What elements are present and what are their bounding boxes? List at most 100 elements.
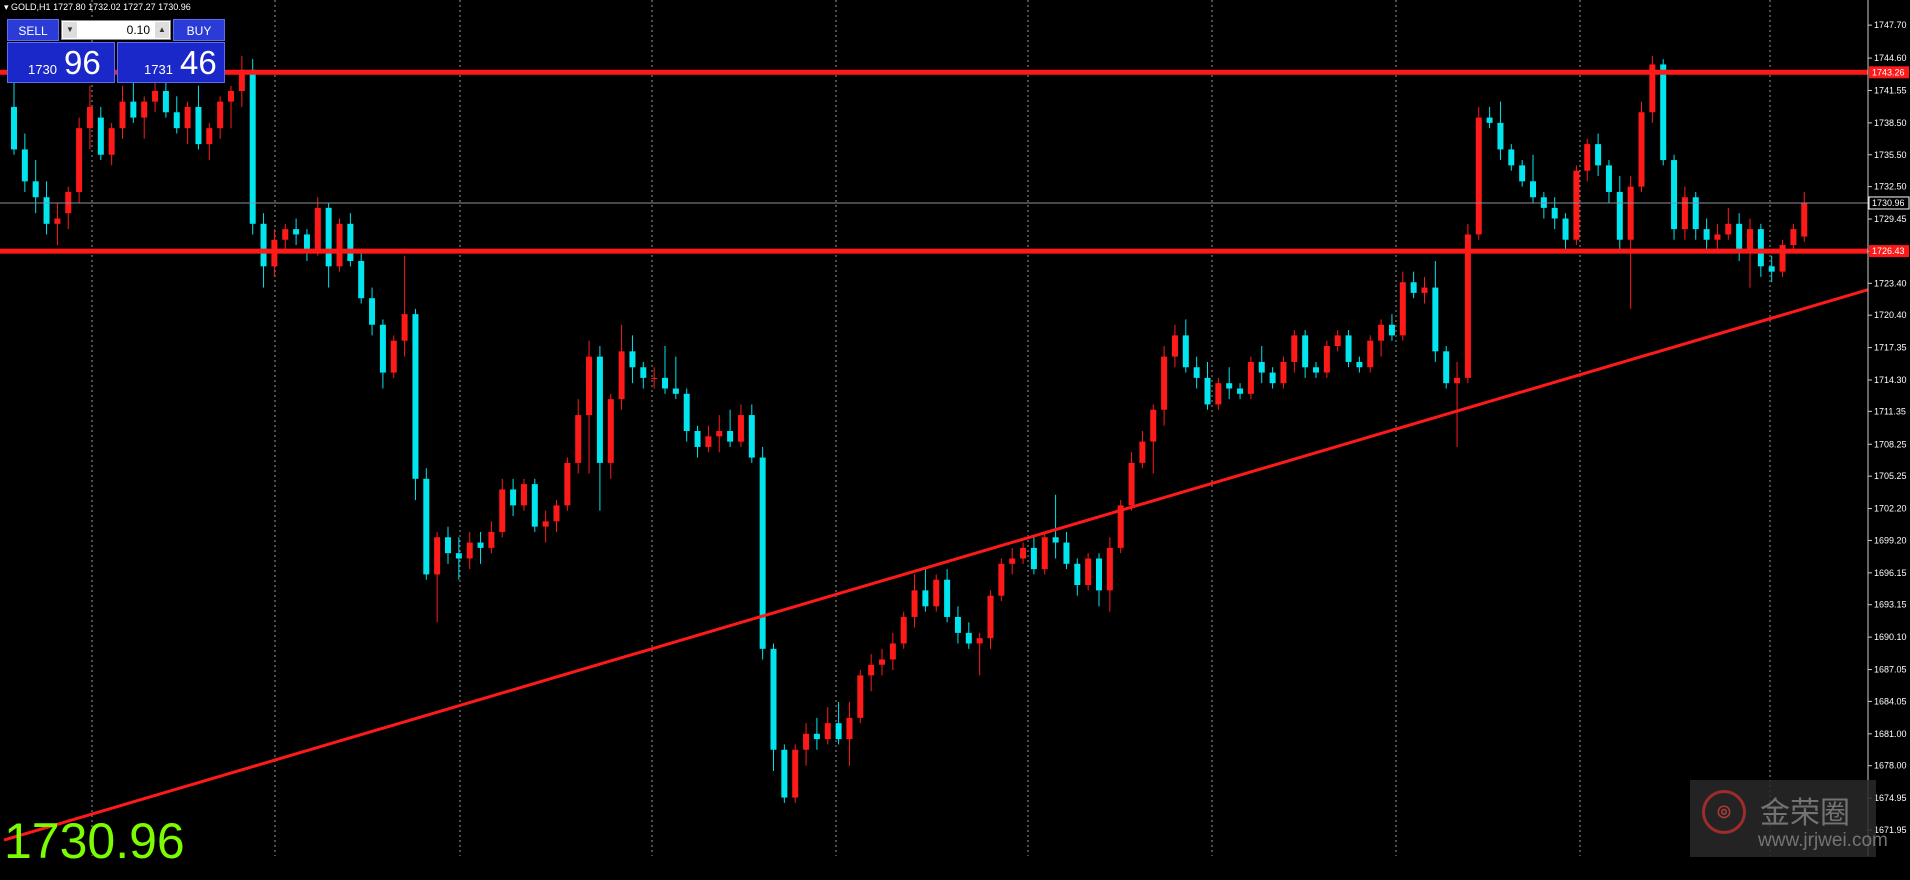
- price-tick-label: 1744.60: [1874, 53, 1907, 63]
- candle-body: [325, 207, 332, 267]
- candle: [434, 531, 441, 623]
- candle-body: [922, 590, 929, 607]
- candle-body: [412, 314, 419, 479]
- lot-size-input[interactable]: ▼ 0.10 ▲: [61, 20, 171, 40]
- candle: [846, 701, 853, 766]
- candle-body: [1204, 377, 1211, 405]
- sell-price-button[interactable]: 1730 96: [7, 42, 115, 83]
- candle: [86, 85, 93, 150]
- candle: [694, 425, 701, 458]
- candle: [43, 181, 50, 235]
- candle-body: [1215, 383, 1222, 405]
- candle-body: [1313, 367, 1319, 373]
- candle: [662, 346, 668, 394]
- candle: [933, 574, 940, 612]
- candle: [1399, 271, 1406, 341]
- price-tick-label: 1687.05: [1874, 665, 1907, 675]
- buy-price-button[interactable]: 1731 46: [117, 42, 225, 83]
- candle: [1801, 191, 1808, 242]
- candle-body: [108, 128, 115, 155]
- candle-body: [846, 717, 853, 740]
- candle-body: [954, 616, 961, 633]
- candle: [1171, 324, 1178, 368]
- candle-body: [43, 197, 50, 224]
- candle-body: [314, 207, 321, 251]
- candle: [1388, 314, 1395, 341]
- candle: [1269, 367, 1276, 389]
- candle: [1052, 494, 1059, 559]
- candle: [1649, 55, 1656, 123]
- candle: [803, 723, 810, 766]
- candle-body: [1486, 117, 1493, 123]
- lot-size-value: 0.10: [126, 23, 150, 37]
- candle-body: [195, 106, 202, 145]
- candle: [1540, 191, 1547, 219]
- candle-body: [1616, 191, 1623, 240]
- candle-body: [683, 393, 690, 431]
- candle: [1150, 404, 1157, 474]
- candle-body: [76, 128, 83, 192]
- level-price-label: 1743.26: [1872, 67, 1905, 77]
- candle: [1638, 101, 1645, 192]
- current-price-tag: [1868, 196, 1910, 210]
- buy-button[interactable]: BUY: [173, 19, 225, 41]
- candle-body: [1139, 441, 1146, 463]
- candle-body: [1779, 245, 1786, 272]
- candle: [1291, 330, 1298, 373]
- candle: [857, 670, 864, 724]
- candle-body: [238, 69, 245, 91]
- candle: [1323, 340, 1330, 378]
- candle: [1161, 346, 1168, 426]
- candle-body: [379, 324, 386, 373]
- candle-body: [553, 505, 560, 522]
- candle: [683, 388, 690, 442]
- candle-body: [260, 223, 267, 267]
- candle-body: [629, 351, 636, 368]
- candle: [564, 457, 571, 511]
- candle: [97, 106, 104, 161]
- price-tick-label: 1747.70: [1874, 20, 1907, 30]
- lot-decrease-icon[interactable]: ▼: [63, 22, 77, 38]
- sell-price-pips: 96: [64, 44, 101, 81]
- candle-body: [303, 234, 310, 251]
- candle-body: [477, 542, 484, 548]
- candle-body: [249, 69, 256, 224]
- candle-body: [1150, 409, 1157, 442]
- candle-body: [694, 431, 701, 447]
- candle-body: [1421, 287, 1428, 293]
- candle-body: [1475, 117, 1482, 235]
- candle: [1443, 346, 1450, 389]
- candle-body: [1671, 160, 1678, 230]
- candle-body: [1063, 542, 1070, 564]
- candle-body: [1237, 388, 1244, 394]
- price-levels[interactable]: [0, 69, 1869, 842]
- candle: [759, 446, 766, 660]
- candle: [195, 85, 202, 150]
- candle-body: [879, 659, 885, 665]
- candle-body: [520, 484, 527, 506]
- candle: [184, 101, 191, 145]
- candle-body: [1747, 229, 1753, 251]
- candle: [1660, 59, 1667, 166]
- candle-body: [781, 749, 788, 798]
- candle: [119, 85, 126, 139]
- candle: [1313, 361, 1319, 378]
- candle: [466, 531, 473, 570]
- candle-body: [911, 590, 918, 617]
- candle: [1117, 500, 1124, 554]
- price-tick-label: 1693.15: [1874, 600, 1907, 610]
- candle: [1627, 176, 1634, 309]
- candle-body: [1161, 356, 1168, 410]
- candle: [130, 75, 137, 123]
- one-click-trading-panel: SELL ▼ 0.10 ▲ BUY 1730 96 1731 46: [7, 19, 225, 83]
- level-price-tag: [1869, 245, 1909, 258]
- candle: [1605, 160, 1612, 203]
- candle-body: [889, 643, 896, 660]
- candle: [314, 197, 321, 256]
- candle-body: [1595, 144, 1602, 166]
- candle: [1475, 106, 1482, 240]
- sell-button[interactable]: SELL: [7, 19, 59, 41]
- candle-body: [152, 91, 159, 102]
- lot-increase-icon[interactable]: ▲: [155, 22, 169, 38]
